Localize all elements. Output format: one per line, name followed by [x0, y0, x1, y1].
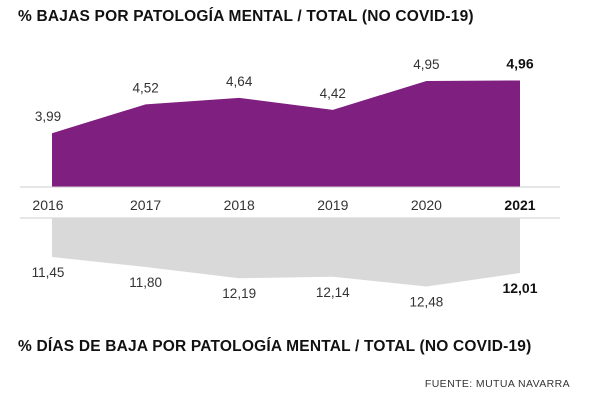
data-label-dias-baja: 12,14: [316, 285, 350, 300]
data-label-bajas: 4,95: [413, 57, 439, 72]
data-label-bajas: 4,96: [506, 55, 533, 71]
data-label-bajas: 4,52: [132, 80, 158, 95]
data-label-bajas: 3,99: [35, 109, 61, 124]
data-label-dias-baja: 12,19: [222, 286, 256, 301]
x-tick-label: 2018: [224, 197, 255, 213]
data-label-bajas: 4,42: [320, 86, 346, 101]
x-tick-label: 2017: [130, 197, 161, 213]
data-label-dias-baja: 12,48: [410, 295, 444, 310]
data-label-dias-baja: 11,45: [32, 265, 65, 280]
x-tick-label: 2019: [317, 197, 348, 213]
data-label-dias-baja: 12,01: [502, 280, 537, 296]
chart-title-bajas: % BAJAS POR PATOLOGÍA MENTAL / TOTAL (NO…: [18, 8, 474, 25]
bottom-area-chart: 11,45 11,80 12,19 12,14 12,48 12,01: [32, 218, 538, 310]
area-series-dias-baja: [52, 218, 520, 287]
top-area-chart: 3,99 4,52 4,64 4,42 4,95 4,96: [35, 55, 534, 187]
source-note: FUENTE: MUTUA NAVARRA: [424, 378, 570, 390]
area-series-bajas: [52, 80, 520, 187]
x-tick-label: 2020: [411, 197, 442, 213]
x-axis: 2016 2017 2018 2019 2020 2021: [20, 186, 560, 219]
chart-title-dias-baja: % DÍAS DE BAJA POR PATOLOGÍA MENTAL / TO…: [18, 338, 532, 355]
x-tick-label: 2021: [504, 197, 535, 213]
data-label-bajas: 4,64: [226, 74, 253, 89]
x-tick-label: 2016: [32, 197, 63, 213]
data-label-dias-baja: 11,80: [129, 275, 162, 290]
